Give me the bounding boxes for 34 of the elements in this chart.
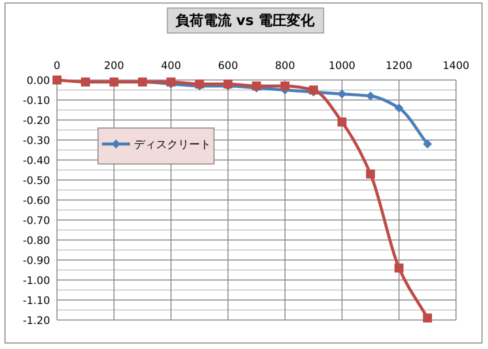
x-tick-label: 400 <box>160 60 182 72</box>
point <box>366 92 375 100</box>
point <box>338 90 346 98</box>
point <box>366 170 375 178</box>
point <box>423 140 432 148</box>
y-tick-label: -1.00 <box>22 275 50 287</box>
y-tick-label: -0.60 <box>22 195 50 207</box>
x-tick-label: 600 <box>218 60 238 72</box>
point <box>280 82 290 90</box>
y-tick-label: -0.70 <box>22 215 50 227</box>
y-tick-label: 0.00 <box>26 75 50 87</box>
y-tick-label: -0.80 <box>22 235 50 247</box>
point <box>52 76 62 84</box>
y-tick-label: -0.10 <box>22 95 50 107</box>
y-tick-label: -1.20 <box>22 315 50 327</box>
x-tick-label: 0 <box>54 60 60 72</box>
y-tick-label: -0.30 <box>22 135 50 147</box>
x-tick-label: 1200 <box>386 60 412 72</box>
legend-label: ディスクリート <box>134 138 211 151</box>
x-tick-label: 200 <box>104 60 124 72</box>
point <box>423 314 432 322</box>
y-tick-label: -0.50 <box>22 175 50 187</box>
x-tick-label: 800 <box>274 60 296 72</box>
point <box>81 78 90 86</box>
y-tick-label: -0.90 <box>22 255 50 267</box>
point <box>394 104 404 112</box>
x-tick-label: 1000 <box>328 60 356 72</box>
point <box>394 264 404 272</box>
y-tick-label: -0.40 <box>22 155 50 167</box>
y-tick-label: -1.10 <box>22 295 50 307</box>
point <box>338 118 346 126</box>
y-tick-label: -0.20 <box>22 115 50 127</box>
chart-title: 負荷電流 vs 電圧変化 <box>175 12 316 29</box>
x-tick-label: 1400 <box>442 60 470 72</box>
